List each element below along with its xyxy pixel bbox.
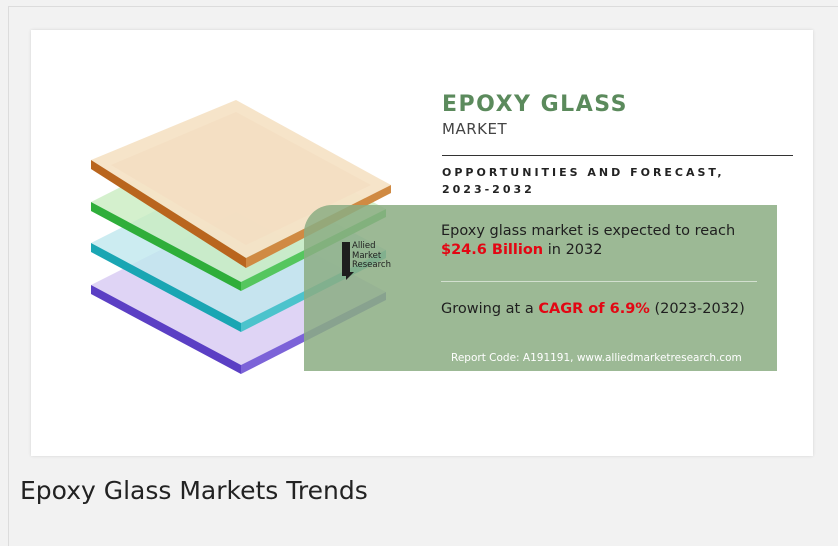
infographic-subtitle: MARKET — [442, 120, 508, 138]
logo-word: Market — [352, 250, 382, 261]
figure-caption: Epoxy Glass Markets Trends — [20, 476, 368, 505]
title-divider — [442, 155, 793, 156]
market-size-prefix: Epoxy glass market is expected to reach — [441, 223, 736, 239]
market-size-statement: Epoxy glass market is expected to reach … — [441, 222, 781, 260]
market-size-value: $24.6 Billion — [441, 242, 544, 258]
figure-frame — [8, 6, 838, 546]
logo-mark-tail — [346, 272, 354, 280]
cagr-suffix: (2023-2032) — [649, 301, 745, 317]
allied-market-research-logo: Allied Market Research — [342, 241, 402, 282]
logo-mark — [342, 242, 350, 276]
cagr-statement: Growing at a CAGR of 6.9% (2023-2032) — [441, 300, 761, 319]
cagr-value: CAGR of 6.9% — [538, 301, 650, 317]
stats-panel — [304, 205, 777, 371]
market-size-suffix: in 2032 — [543, 242, 603, 258]
infographic-title: EPOXY GLASS — [442, 92, 628, 117]
logo-word: Allied — [352, 241, 376, 251]
cagr-prefix: Growing at a — [441, 301, 539, 317]
logo-text: Allied Market Research — [352, 241, 402, 271]
infographic-card: EPOXY GLASS MARKET OPPORTUNITIES AND FOR… — [31, 30, 813, 456]
report-code: Report Code: A191191, www.alliedmarketre… — [451, 352, 742, 364]
logo-word: Research — [352, 260, 391, 270]
forecast-heading: OPPORTUNITIES AND FORECAST, 2023-2032 — [442, 166, 725, 196]
panel-divider — [441, 281, 757, 282]
